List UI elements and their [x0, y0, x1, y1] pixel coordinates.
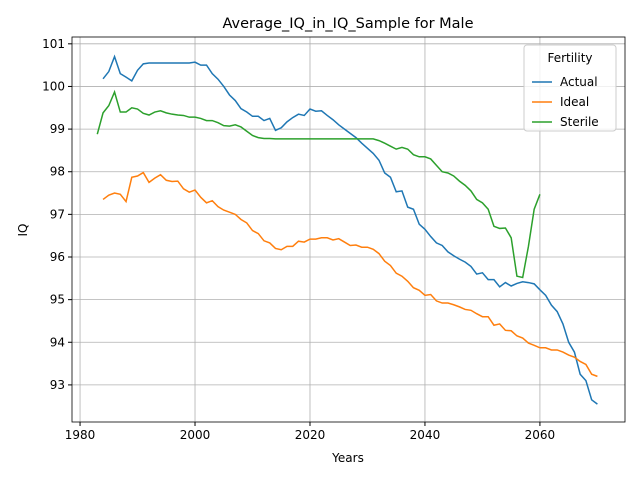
legend-title: Fertility [547, 51, 592, 65]
legend-label: Ideal [560, 95, 589, 109]
y-tick-label: 94 [50, 335, 65, 349]
y-tick-label: 97 [50, 207, 65, 221]
y-tick-label: 96 [50, 250, 65, 264]
y-tick-label: 100 [42, 79, 65, 93]
y-tick-label: 95 [50, 293, 65, 307]
x-tick-label: 2040 [410, 428, 441, 442]
line-series [102, 54, 598, 405]
legend-label: Sterile [560, 115, 599, 129]
line-series [102, 171, 598, 378]
x-axis-label: Years [331, 451, 364, 465]
y-tick-label: 99 [50, 122, 65, 136]
y-tick-label: 98 [50, 165, 65, 179]
chart-title: Average_IQ_in_IQ_Sample for Male [222, 16, 473, 32]
legend-label: Actual [560, 75, 598, 89]
y-axis-label: IQ [16, 224, 30, 237]
x-tick-label: 2000 [180, 428, 211, 442]
legend-box [523, 44, 617, 132]
y-tick-label: 93 [50, 378, 65, 392]
x-tick-label: 1980 [65, 428, 96, 442]
y-tick-label: 101 [42, 37, 65, 51]
plot-frame [71, 36, 626, 423]
x-tick-label: 2060 [525, 428, 556, 442]
line-series [96, 89, 541, 279]
x-tick-label: 2020 [295, 428, 326, 442]
